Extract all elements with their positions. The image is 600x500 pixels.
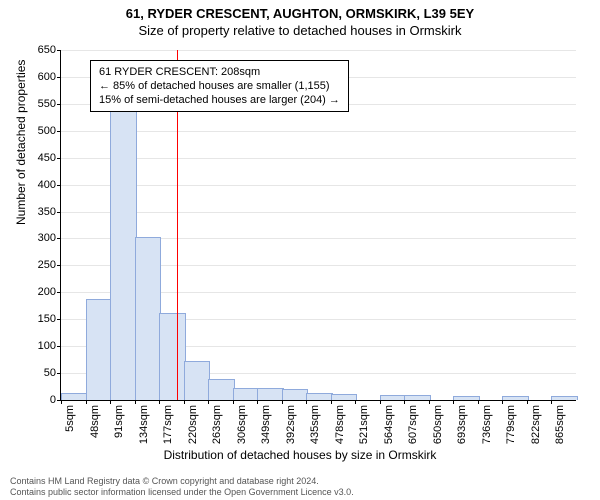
gridline [61, 50, 576, 51]
chart-title-address: 61, RYDER CRESCENT, AUGHTON, ORMSKIRK, L… [0, 0, 600, 21]
ytick-mark [57, 238, 61, 239]
histogram-bar [306, 393, 333, 400]
gridline [61, 185, 576, 186]
ytick-mark [57, 158, 61, 159]
info-box: 61 RYDER CRESCENT: 208sqm ← 85% of detac… [90, 60, 349, 112]
histogram-bar [86, 299, 113, 400]
gridline [61, 158, 576, 159]
histogram-bar [135, 237, 162, 400]
ytick-label: 500 [16, 126, 56, 137]
gridline [61, 131, 576, 132]
chart-title-desc: Size of property relative to detached ho… [0, 21, 600, 38]
ytick-label: 200 [16, 287, 56, 298]
ytick-label: 450 [16, 153, 56, 164]
ytick-label: 250 [16, 260, 56, 271]
xtick-mark [502, 400, 503, 404]
xtick-mark [61, 400, 62, 404]
xtick-mark [159, 400, 160, 404]
xtick-mark [110, 400, 111, 404]
ytick-label: 50 [16, 368, 56, 379]
xtick-mark [551, 400, 552, 404]
ytick-mark [57, 319, 61, 320]
histogram-bar [184, 361, 211, 400]
info-line1: 61 RYDER CRESCENT: 208sqm [99, 65, 340, 79]
ytick-mark [57, 50, 61, 51]
xtick-mark [331, 400, 332, 404]
chart-container: 61, RYDER CRESCENT, AUGHTON, ORMSKIRK, L… [0, 0, 600, 500]
xtick-mark [306, 400, 307, 404]
xtick-mark [233, 400, 234, 404]
xtick-mark [404, 400, 405, 404]
ytick-label: 550 [16, 99, 56, 110]
xtick-mark [282, 400, 283, 404]
ytick-label: 600 [16, 72, 56, 83]
histogram-bar [331, 394, 358, 400]
xtick-mark [429, 400, 430, 404]
xtick-mark [257, 400, 258, 404]
plot-area: 0501001502002503003504004505005506006505… [60, 50, 575, 400]
histogram-bar [551, 396, 578, 400]
footer-line2: Contains public sector information licen… [10, 487, 354, 498]
histogram-bar [380, 395, 407, 400]
ytick-mark [57, 346, 61, 347]
ytick-mark [57, 212, 61, 213]
histogram-bar [404, 395, 431, 400]
ytick-label: 400 [16, 180, 56, 191]
info-line3: 15% of semi-detached houses are larger (… [99, 93, 340, 107]
ytick-mark [57, 373, 61, 374]
ytick-mark [57, 131, 61, 132]
xtick-mark [478, 400, 479, 404]
ytick-mark [57, 292, 61, 293]
ytick-mark [57, 265, 61, 266]
xtick-mark [355, 400, 356, 404]
histogram-bar [453, 396, 480, 400]
ytick-label: 300 [16, 233, 56, 244]
xtick-mark [380, 400, 381, 404]
ytick-mark [57, 104, 61, 105]
histogram-bar [282, 389, 309, 400]
histogram-bar [502, 396, 529, 400]
ytick-label: 150 [16, 314, 56, 325]
xtick-mark [184, 400, 185, 404]
histogram-bar [61, 393, 88, 400]
histogram-bar [233, 388, 260, 400]
footer-line1: Contains HM Land Registry data © Crown c… [10, 476, 354, 487]
ytick-label: 350 [16, 207, 56, 218]
xtick-mark [453, 400, 454, 404]
xtick-mark [135, 400, 136, 404]
histogram-bar [110, 104, 137, 400]
ytick-label: 0 [16, 395, 56, 406]
xtick-mark [208, 400, 209, 404]
info-line2: ← 85% of detached houses are smaller (1,… [99, 79, 340, 93]
x-axis-label: Distribution of detached houses by size … [0, 448, 600, 462]
y-axis-label: Number of detached properties [14, 60, 28, 225]
xtick-mark [86, 400, 87, 404]
footer: Contains HM Land Registry data © Crown c… [10, 476, 354, 498]
ytick-label: 100 [16, 341, 56, 352]
xtick-mark [527, 400, 528, 404]
histogram-bar [257, 388, 284, 400]
ytick-label: 650 [16, 45, 56, 56]
histogram-bar [159, 313, 186, 400]
histogram-bar [208, 379, 235, 400]
ytick-mark [57, 77, 61, 78]
gridline [61, 212, 576, 213]
ytick-mark [57, 185, 61, 186]
